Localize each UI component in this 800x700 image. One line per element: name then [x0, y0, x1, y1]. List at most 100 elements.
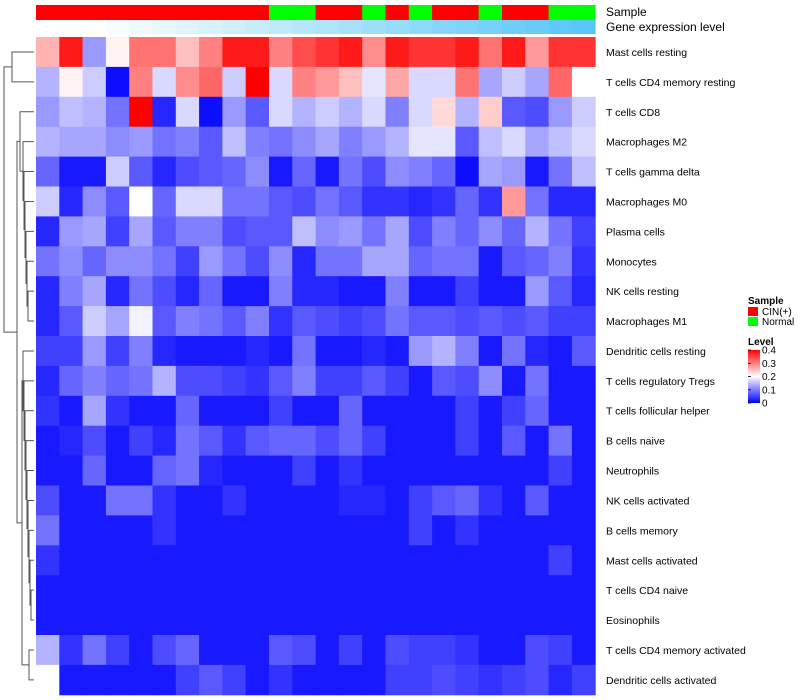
heatmap-cell: [269, 545, 293, 576]
level-tick-label: 0.3: [762, 359, 776, 370]
heatmap-cell: [432, 455, 456, 486]
heatmap-cell: [129, 37, 153, 68]
heatmap-cell: [59, 126, 84, 158]
heatmap-cell: [548, 37, 573, 68]
heatmap-cell: [292, 66, 317, 98]
row-label: B cells naive: [606, 436, 665, 448]
heatmap-cell: [152, 276, 177, 307]
sample-annotation-cell: [548, 5, 573, 20]
heatmap-cell: [199, 664, 223, 696]
heatmap-cell: [82, 395, 107, 427]
heatmap-cell: [222, 635, 247, 666]
heatmap-cell: [82, 605, 107, 636]
heatmap-cell: [315, 395, 340, 427]
heatmap-cell: [199, 306, 223, 337]
heatmap-cell: [82, 37, 107, 68]
heatmap-cell: [292, 246, 317, 277]
heatmap-cell: [432, 66, 456, 98]
heatmap-cell: [548, 246, 573, 277]
heatmap-cell: [455, 395, 480, 427]
heatmap-cell: [105, 336, 130, 367]
heatmap-cell: [385, 216, 410, 247]
heatmap-cell: [105, 395, 130, 427]
heatmap-cell: [105, 156, 130, 187]
heatmap-cell: [525, 66, 550, 98]
heatmap-cell: [199, 336, 223, 367]
heatmap-cell: [502, 395, 526, 427]
heatmap-cell: [548, 336, 573, 367]
heatmap-cell: [175, 485, 200, 516]
heatmap-cell: [525, 575, 550, 606]
heatmap-cell: [525, 216, 550, 247]
row-label: NK cells activated: [606, 495, 690, 507]
heatmap-cell: [502, 455, 526, 486]
heatmap-cell: [502, 425, 526, 457]
sample-annotation-cell: [408, 5, 433, 20]
heatmap-cell: [338, 395, 363, 427]
heatmap-cell: [408, 664, 433, 696]
gene-expression-annotation-cell: [502, 20, 526, 34]
heatmap-cell: [385, 664, 410, 696]
heatmap-cell: [82, 186, 107, 217]
heatmap-cell: [175, 336, 200, 367]
heatmap-cell: [571, 605, 596, 636]
heatmap-cell: [432, 276, 456, 307]
row-label: Macrophages M1: [606, 316, 687, 328]
level-tick-label: 0.4: [762, 346, 776, 357]
heatmap-cell: [548, 216, 573, 247]
heatmap-cell: [199, 66, 223, 98]
heatmap-cell: [432, 635, 456, 666]
heatmap-cell: [245, 306, 270, 337]
heatmap-cell: [385, 37, 410, 68]
heatmap-cell: [245, 365, 270, 397]
heatmap-cell: [571, 664, 596, 696]
sample-annotation-cell: [175, 5, 200, 20]
sample-annotation-cell: [222, 5, 247, 20]
heatmap-cell: [222, 276, 247, 307]
heatmap-cell: [385, 455, 410, 486]
heatmap-cell: [199, 276, 223, 307]
heatmap-cell: [245, 545, 270, 576]
heatmap-cell: [222, 37, 247, 68]
heatmap-cell: [315, 515, 340, 546]
heatmap-cell: [36, 605, 60, 636]
heatmap-cell: [548, 635, 573, 666]
heatmap-cell: [36, 96, 60, 128]
heatmap-cell: [525, 425, 550, 457]
heatmap-cell: [362, 515, 386, 546]
heatmap-cell: [315, 425, 340, 457]
sample-annotation-cell: [36, 5, 60, 20]
heatmap-cell: [338, 545, 363, 576]
heatmap-cell: [59, 276, 84, 307]
gene-expression-annotation-cell: [245, 20, 270, 34]
heatmap-cell: [525, 186, 550, 217]
row-label: Dendritic cells activated: [606, 675, 716, 687]
heatmap-cell: [175, 605, 200, 636]
heatmap-cell: [408, 66, 433, 98]
heatmap-cell: [315, 664, 340, 696]
heatmap-cell: [152, 515, 177, 546]
heatmap-cell: [105, 635, 130, 666]
heatmap-cell: [269, 575, 293, 606]
heatmap-cell: [292, 306, 317, 337]
heatmap-cell: [571, 186, 596, 217]
heatmap-cell: [292, 156, 317, 187]
heatmap-cell: [502, 664, 526, 696]
heatmap-cell: [59, 515, 84, 546]
heatmap-cell: [571, 485, 596, 516]
heatmap-cell: [362, 605, 386, 636]
heatmap-cell: [478, 156, 503, 187]
heatmap-cell: [502, 246, 526, 277]
heatmap-cell: [175, 395, 200, 427]
heatmap-cell: [315, 156, 340, 187]
heatmap-cell: [82, 66, 107, 98]
heatmap-cell: [315, 575, 340, 606]
heatmap-cell: [571, 66, 596, 98]
heatmap-cell: [432, 37, 456, 68]
heatmap-cell: [525, 605, 550, 636]
heatmap-cell: [129, 66, 153, 98]
heatmap-cell: [362, 156, 386, 187]
heatmap-cell: [175, 635, 200, 666]
dendrogram-branch: [3, 66, 17, 333]
